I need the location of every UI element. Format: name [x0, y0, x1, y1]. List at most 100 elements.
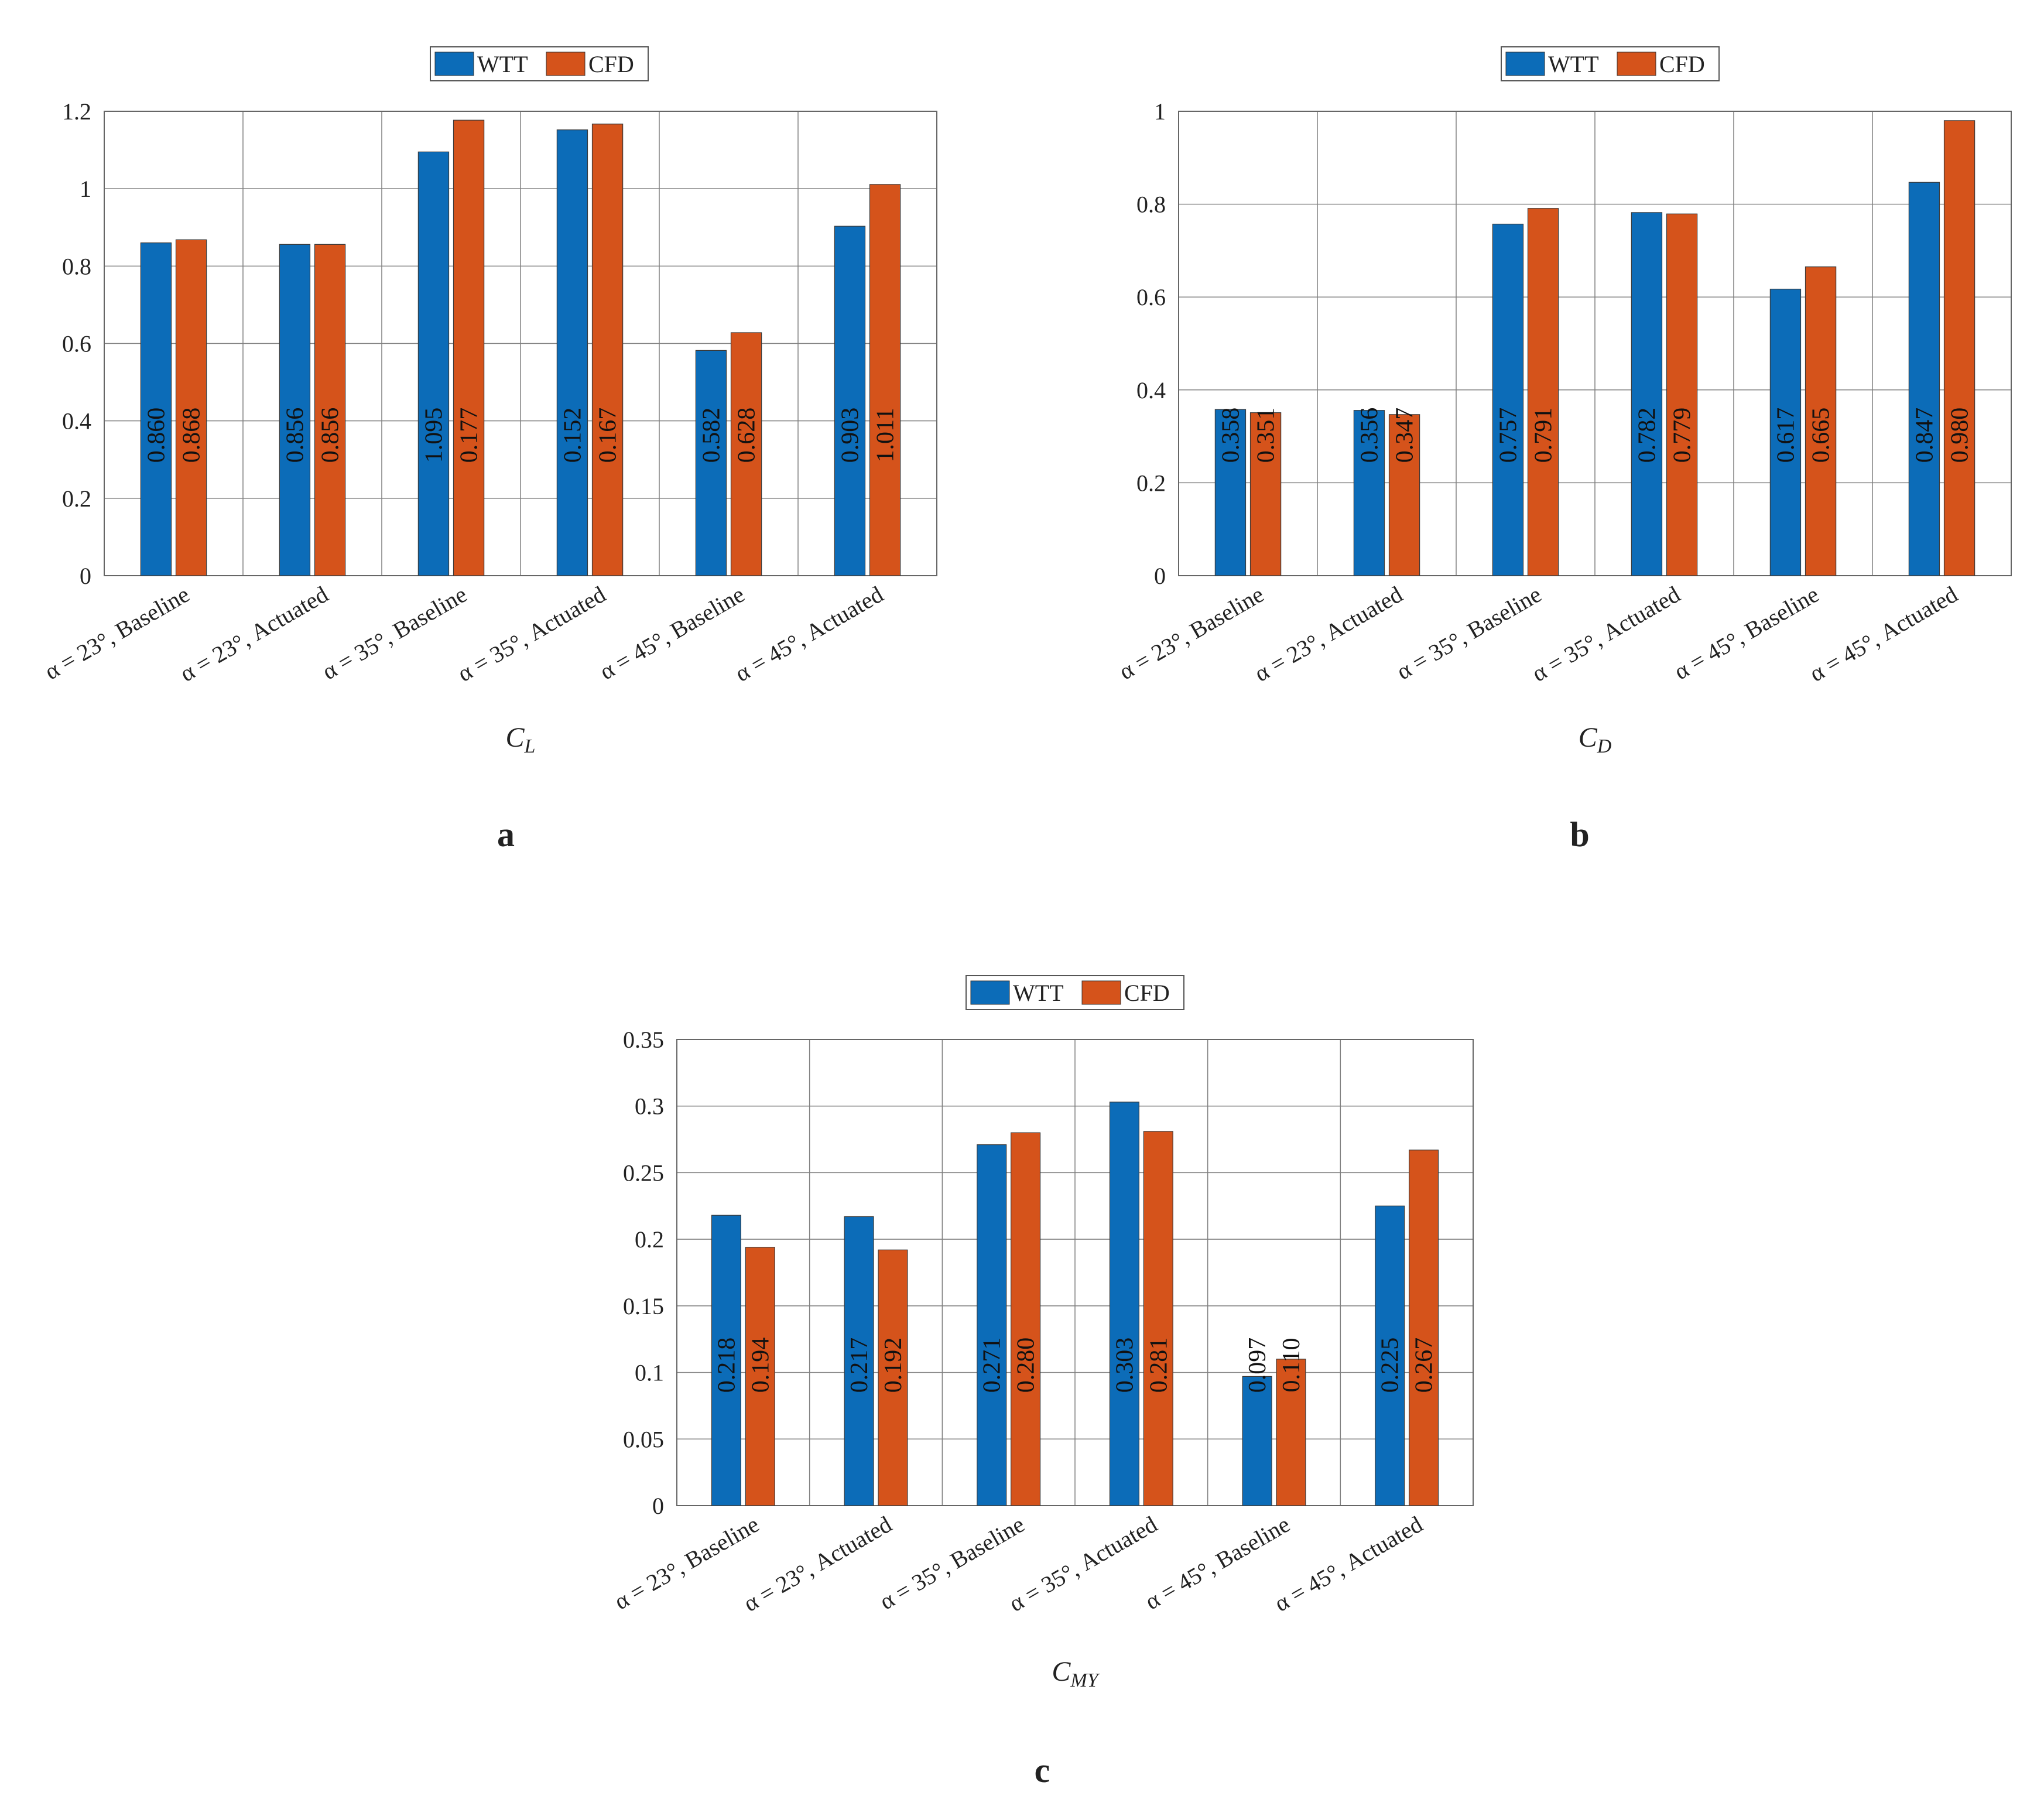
bar-cfd	[175, 239, 207, 576]
y-tick-label: 0.3	[635, 1093, 664, 1120]
panel-letter: a	[497, 815, 515, 854]
bar-data-label: 0.267	[1411, 1338, 1438, 1393]
y-tick-label: 0.35	[623, 1027, 664, 1053]
bar-wtt	[1631, 212, 1663, 576]
legend: WTT CFD	[965, 975, 1184, 1010]
y-tick-label: 0.8	[62, 253, 91, 279]
bar-wtt	[1353, 410, 1385, 576]
bar-data-label: 0.856	[282, 408, 309, 463]
bar-data-label: 0.356	[1356, 408, 1383, 463]
x-axis-label: CD	[1579, 722, 1612, 757]
bar-data-label: 0.782	[1634, 408, 1660, 463]
legend-label-wtt: WTT	[1548, 51, 1599, 77]
y-tick-label: 0.05	[623, 1426, 664, 1452]
bar-cfd	[453, 119, 485, 576]
bar-data-label: 0.847	[1911, 408, 1938, 463]
bar-wtt	[1492, 224, 1524, 576]
bar-data-label: 0.194	[747, 1338, 774, 1393]
bar-cfd	[1943, 120, 1975, 576]
chart-panel-b: 0 0.2 0.4 0.6 0.8 1 0.358 0.356 0.757 0.782 0.617 0…	[1114, 46, 2012, 854]
bar-cfd	[878, 1249, 908, 1506]
legend-swatch-wtt	[434, 52, 474, 76]
bar-data-label: 0.980	[1947, 408, 1974, 463]
y-tick-label: 0.6	[1136, 284, 1166, 310]
legend-swatch-cfd	[1081, 980, 1121, 1005]
bar-data-label: 0.303	[1111, 1338, 1138, 1393]
x-tick-label: α = 35°, Baseline	[317, 581, 471, 685]
legend-swatch-wtt	[970, 980, 1010, 1005]
bar-data-label: 0.281	[1145, 1338, 1172, 1393]
bar-wtt	[140, 242, 172, 576]
x-tick-label: α = 23°, Actuated	[1250, 581, 1407, 687]
legend: WTT CFD	[430, 46, 649, 81]
bar-data-label: 0.617	[1772, 408, 1799, 463]
bar-wtt	[1375, 1205, 1405, 1506]
bar-wtt	[1242, 1376, 1272, 1506]
y-tick-label: 0	[652, 1493, 664, 1519]
legend-swatch-cfd	[546, 52, 586, 76]
x-tick-label: α = 45°, Baseline	[1141, 1511, 1295, 1615]
chart-panel-a: 0 0.2 0.4 0.6 0.8 1 1.2 0.860 0.856 1.095 0.152 0.5…	[40, 46, 937, 854]
bar-data-label: 0.218	[713, 1338, 740, 1393]
bar-cfd	[591, 124, 624, 576]
y-tick-label: 1	[80, 176, 91, 202]
bar-cfd	[1143, 1131, 1173, 1506]
bar-wtt	[1109, 1102, 1139, 1506]
legend-label-cfd: CFD	[1659, 51, 1705, 77]
bar-wtt	[844, 1216, 874, 1506]
x-tick-label: α = 45°, Baseline	[595, 581, 749, 685]
bar-data-label: 0.868	[179, 408, 206, 463]
x-tick-label: α = 35°, Actuated	[453, 581, 610, 687]
bar-wtt	[1908, 182, 1940, 576]
bar-data-label: 0.280	[1013, 1338, 1040, 1393]
x-tick-label: α = 45°, Actuated	[731, 581, 888, 687]
bar-cfd	[1409, 1150, 1439, 1506]
bar-cfd	[730, 332, 762, 576]
panel-letter: b	[1570, 815, 1589, 854]
bar-wtt	[279, 244, 311, 576]
plot-frame	[676, 1039, 1474, 1506]
bar-wtt	[1214, 409, 1247, 576]
legend-label-wtt: WTT	[1013, 980, 1064, 1006]
plot-frame	[104, 111, 937, 576]
bar-cfd	[314, 244, 346, 576]
x-tick-label: α = 23°, Actuated	[739, 1511, 896, 1617]
bar-data-label: 0.097	[1244, 1338, 1271, 1393]
x-tick-label: α = 35°, Baseline	[875, 1511, 1029, 1615]
x-tick-label: α = 35°, Actuated	[1004, 1511, 1161, 1617]
bar-data-label: 0.757	[1495, 408, 1522, 463]
x-axis-label: CL	[506, 722, 536, 757]
legend-label-wtt: WTT	[477, 51, 528, 77]
bar-data-label: 0.167	[595, 408, 622, 463]
bar-data-label: 0.665	[1808, 408, 1835, 463]
legend: WTT CFD	[1501, 46, 1720, 81]
y-tick-label: 0.6	[62, 331, 91, 357]
y-tick-label: 0	[1154, 563, 1166, 589]
bar-data-label: 0.217	[846, 1338, 873, 1393]
bar-data-label: 0.903	[837, 408, 864, 463]
bar-cfd	[1805, 266, 1837, 576]
x-tick-label: α = 23°, Baseline	[1114, 581, 1268, 685]
chart-panel-c: 0 0.05 0.1 0.15 0.2 0.25 0.3 0.35 0.218 0.217 0.27…	[610, 975, 1474, 1790]
bar-wtt	[834, 225, 866, 576]
bar-data-label: 0.791	[1531, 408, 1557, 463]
y-tick-label: 0.25	[623, 1160, 664, 1186]
bar-data-label: 0.582	[698, 408, 725, 463]
y-tick-label: 0.2	[62, 485, 91, 512]
y-tick-label: 0.4	[62, 408, 91, 435]
legend-swatch-wtt	[1505, 52, 1545, 76]
bar-cfd	[1666, 213, 1698, 576]
bar-wtt	[556, 129, 588, 576]
y-tick-label: 1	[1154, 98, 1166, 125]
x-tick-label: α = 35°, Actuated	[1528, 581, 1684, 687]
bar-cfd	[745, 1247, 775, 1506]
x-tick-label: α = 23°, Baseline	[610, 1511, 763, 1615]
bar-wtt	[417, 151, 450, 576]
bar-data-label: 0.351	[1253, 408, 1280, 463]
y-tick-label: 0.2	[1136, 470, 1166, 496]
y-tick-label: 1.2	[62, 98, 91, 125]
bar-data-label: 0.110	[1278, 1338, 1305, 1393]
x-tick-label: α = 45°, Actuated	[1270, 1511, 1427, 1617]
legend-label-cfd: CFD	[1124, 980, 1170, 1006]
